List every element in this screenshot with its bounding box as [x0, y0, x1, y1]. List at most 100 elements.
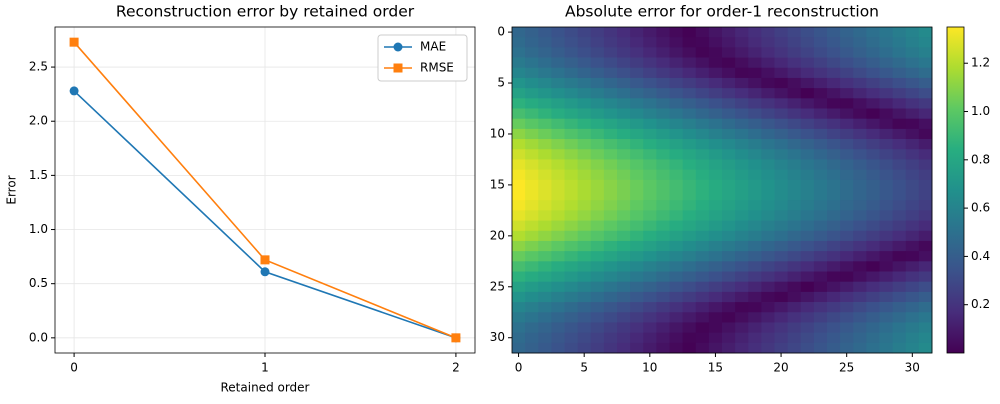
heat-cell — [787, 98, 802, 109]
heat-cell — [630, 67, 644, 79]
heat-cell — [590, 77, 605, 89]
heat-cell — [866, 88, 880, 99]
heat-cell — [840, 261, 854, 272]
heat-cell — [800, 179, 815, 191]
heat-cell — [827, 281, 841, 293]
heat-cell — [538, 169, 552, 181]
heat-cell — [512, 77, 526, 89]
heat-cell — [866, 118, 880, 130]
heat-cell — [735, 149, 749, 160]
heat-cell — [695, 108, 710, 120]
heat-cell — [840, 190, 854, 201]
heat-cell — [748, 291, 762, 303]
heat-cell — [577, 230, 592, 242]
heat-cell — [525, 169, 539, 181]
heat-cell — [512, 322, 526, 334]
heat-cell — [590, 332, 605, 344]
heat-cell — [722, 302, 736, 313]
heat-cell — [617, 220, 631, 232]
heat-cell — [630, 149, 644, 160]
heat-cell — [918, 342, 933, 354]
heat-cell — [603, 322, 618, 334]
heat-cell — [617, 342, 631, 354]
heat-cell — [525, 88, 539, 99]
heat-cell — [748, 108, 762, 120]
heat-cell — [708, 200, 723, 211]
heat-cell — [840, 169, 854, 181]
heat-cell — [656, 159, 670, 171]
marker — [451, 333, 461, 343]
heat-cell — [551, 149, 565, 160]
heat-cell — [708, 169, 723, 181]
heat-cell — [643, 230, 657, 242]
heat-cell — [630, 281, 644, 293]
heat-cell — [538, 128, 552, 140]
heat-cell — [813, 332, 828, 344]
heat-cell — [538, 37, 552, 48]
heat-cell — [722, 27, 736, 38]
heat-cell — [564, 220, 579, 232]
heat-cell — [892, 139, 907, 150]
heat-cell — [669, 322, 684, 334]
heat-cell — [630, 220, 644, 232]
heat-cell — [617, 261, 631, 272]
heat-cell — [525, 210, 539, 221]
heat-cell — [800, 220, 815, 232]
heat-cell — [708, 271, 723, 283]
heat-cell — [853, 342, 867, 354]
heat-cell — [866, 220, 880, 232]
heat-cell — [840, 291, 854, 303]
heat-cell — [551, 159, 565, 171]
heat-cell — [525, 27, 539, 38]
heat-cell — [722, 88, 736, 99]
chart-title: Reconstruction error by retained order — [116, 3, 415, 21]
heat-cell — [748, 322, 762, 334]
heat-cell — [761, 118, 775, 130]
heat-cell — [761, 47, 775, 58]
heat-cell — [564, 149, 579, 160]
heat-cell — [918, 230, 933, 242]
heat-cell — [853, 98, 867, 109]
heat-cell — [827, 179, 841, 191]
heat-cell — [643, 312, 657, 323]
heat-cell — [800, 190, 815, 201]
heat-cell — [853, 302, 867, 313]
heat-cell — [577, 27, 592, 38]
heat-cell — [866, 128, 880, 140]
heat-cell — [630, 139, 644, 150]
heat-cell — [617, 179, 631, 191]
heat-cell — [525, 108, 539, 120]
heat-cell — [761, 271, 775, 283]
heat-cell — [695, 251, 710, 262]
heat-cell — [774, 27, 789, 38]
heat-cell — [853, 139, 867, 150]
plot-frame — [511, 26, 933, 354]
heat-cell — [525, 271, 539, 283]
heat-cell — [866, 261, 880, 272]
heat-cell — [538, 118, 552, 130]
heat-cell — [892, 190, 907, 201]
heat-cell — [695, 200, 710, 211]
heat-cell — [918, 179, 933, 191]
heat-cell — [551, 302, 565, 313]
heat-cell — [905, 57, 920, 69]
heat-cell — [643, 108, 657, 120]
heat-cell — [827, 210, 841, 221]
heat-cell — [617, 139, 631, 150]
heat-cell — [682, 312, 697, 323]
heat-cell — [813, 230, 828, 242]
heat-cell — [787, 251, 802, 262]
heat-cell — [827, 220, 841, 232]
heat-cell — [905, 77, 920, 89]
heat-cell — [603, 77, 618, 89]
heat-cell — [656, 291, 670, 303]
heat-cell — [918, 169, 933, 181]
y-tick-label: 1.0 — [29, 222, 48, 236]
heat-cell — [603, 281, 618, 293]
heat-cell — [512, 98, 526, 109]
heat-cell — [577, 57, 592, 69]
plot-frame — [54, 26, 476, 354]
heat-cell — [708, 302, 723, 313]
heat-cell — [630, 322, 644, 334]
heat-cell — [695, 240, 710, 252]
